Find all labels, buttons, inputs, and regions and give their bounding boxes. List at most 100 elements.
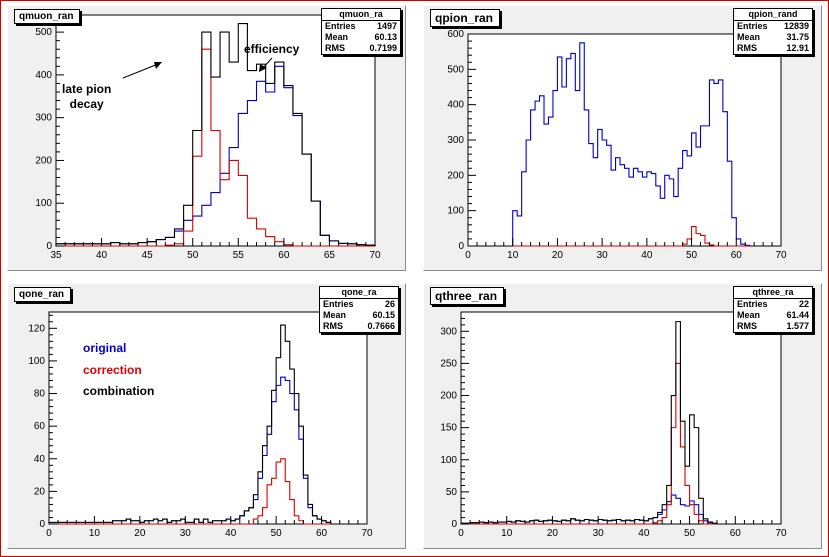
histogram-series-1 (56, 48, 375, 247)
stats-row: Entries 22 (734, 299, 812, 310)
pad-qpion: 0 10 20 30 40 50 60 70 0 100 200 300 400 500 600 qpion… (423, 5, 822, 271)
stats-row: Entries 1497 (322, 21, 400, 32)
x-tick-label: 60 (731, 250, 743, 261)
chart-qpion: 0 10 20 30 40 50 60 70 0 100 200 300 400 500 600 (447, 29, 787, 261)
stats-label: Mean (737, 310, 761, 320)
y-tick-label: 50 (446, 487, 458, 498)
stats-box[interactable]: qone_ra Entries 26 Mean 60.15 RMS 0.7666 (319, 286, 399, 333)
stats-title: qpion_rand (734, 9, 812, 21)
y-tick-label: 300 (447, 135, 464, 146)
legend-combination: combination (83, 384, 155, 398)
x-tick-label: 30 (180, 528, 192, 539)
stats-row: RMS 12.91 (734, 43, 812, 54)
stats-row: Mean 61.44 (734, 310, 812, 321)
y-tick-label: 200 (447, 170, 464, 181)
x-tick-label: 40 (638, 528, 650, 539)
stats-value: 61.44 (786, 310, 809, 320)
stats-value: 1.577 (786, 321, 809, 331)
stats-label: Mean (325, 32, 349, 42)
y-tick-label: 80 (34, 389, 46, 400)
stats-value: 22 (798, 299, 809, 309)
pad-title[interactable]: qthree_ran (430, 287, 505, 305)
x-tick-label: 40 (96, 250, 108, 261)
stats-value: 12839 (783, 21, 809, 31)
x-tick-label: 30 (597, 250, 609, 261)
stats-value: 31.75 (786, 32, 809, 42)
stats-row: Entries 26 (320, 299, 398, 310)
stats-value: 0.7666 (367, 321, 395, 331)
pad-qmuon: 35 40 45 50 55 60 65 70 0 100 200 300 400 500 qmuon_r… (7, 5, 406, 271)
y-tick-label: 0 (39, 519, 45, 530)
y-tick-label: 600 (447, 29, 464, 40)
x-tick-label: 10 (501, 528, 513, 539)
stats-title: qmuon_ra (322, 9, 400, 21)
y-tick-label: 300 (440, 326, 457, 337)
stats-row: RMS 0.7666 (320, 321, 398, 332)
stats-row: Mean 60.13 (322, 32, 400, 43)
stats-row: Mean 31.75 (734, 32, 812, 43)
y-tick-label: 300 (35, 113, 52, 124)
y-tick-label: 100 (447, 206, 464, 217)
stats-label: Mean (323, 310, 347, 320)
histogram-series-1 (49, 458, 367, 525)
stats-label: RMS (737, 43, 757, 53)
stats-title: qthree_ra (734, 287, 812, 299)
x-tick-label: 50 (686, 250, 698, 261)
stats-box[interactable]: qthree_ra Entries 22 Mean 61.44 RMS 1.577 (733, 286, 813, 333)
stats-box[interactable]: qpion_rand Entries 12839 Mean 31.75 RMS 12.91 (733, 8, 813, 55)
pad-title[interactable]: qone_ran (14, 287, 72, 302)
histogram-series-0 (512, 42, 751, 246)
y-tick-label: 100 (28, 356, 45, 367)
stats-label: Mean (737, 32, 761, 42)
x-tick-label: 60 (316, 528, 328, 539)
x-tick-label: 20 (547, 528, 559, 539)
y-tick-label: 150 (440, 423, 457, 434)
x-tick-label: 70 (369, 250, 381, 261)
annotation-efficiency: efficiency (244, 42, 300, 56)
legend-correction: correction (83, 363, 142, 377)
y-tick-label: 0 (458, 241, 464, 252)
stats-label: Entries (323, 299, 354, 309)
x-tick-label: 50 (187, 250, 199, 261)
x-tick-label: 70 (775, 250, 787, 261)
stats-label: Entries (325, 21, 356, 31)
pad-title[interactable]: qmuon_ran (14, 9, 81, 24)
pad-title[interactable]: qpion_ran (430, 9, 501, 27)
y-tick-label: 40 (34, 454, 46, 465)
stats-value: 26 (384, 299, 395, 309)
stats-label: RMS (325, 43, 345, 53)
x-tick-label: 0 (46, 528, 52, 539)
x-tick-label: 35 (50, 250, 62, 261)
y-tick-label: 0 (46, 241, 52, 252)
y-tick-label: 400 (447, 100, 464, 111)
y-tick-label: 60 (34, 421, 46, 432)
stats-value: 0.7199 (369, 43, 397, 53)
pad-qone: 0 10 20 30 40 50 60 70 0 20 40 60 80 100 120 qone_ran … (7, 283, 406, 549)
x-tick-label: 20 (134, 528, 146, 539)
stats-row: Entries 12839 (734, 21, 812, 32)
stats-row: Mean 60.15 (320, 310, 398, 321)
stats-title: qone_ra (320, 287, 398, 299)
x-tick-label: 0 (458, 528, 464, 539)
y-tick-label: 200 (440, 391, 457, 402)
x-tick-label: 20 (552, 250, 564, 261)
x-tick-label: 55 (233, 250, 245, 261)
x-tick-label: 0 (465, 250, 471, 261)
pad-qthree: 0 10 20 30 40 50 60 70 0 50 100 150 200 250 300 qthree… (423, 283, 822, 549)
stats-label: Entries (737, 299, 768, 309)
y-tick-label: 250 (440, 358, 457, 369)
plot-frame (467, 33, 782, 247)
legend-original: original (83, 341, 127, 355)
stats-row: RMS 1.577 (734, 321, 812, 332)
stats-label: RMS (323, 321, 343, 331)
x-tick-label: 40 (641, 250, 653, 261)
chart-qthree: 0 10 20 30 40 50 60 70 0 50 100 150 200 250 300 (440, 311, 787, 539)
y-tick-label: 500 (447, 64, 464, 75)
y-tick-label: 0 (451, 519, 457, 530)
y-tick-label: 20 (34, 486, 46, 497)
x-tick-label: 70 (775, 528, 787, 539)
stats-box[interactable]: qmuon_ra Entries 1497 Mean 60.13 RMS 0.7199 (321, 8, 401, 55)
x-tick-label: 50 (684, 528, 696, 539)
y-tick-label: 200 (35, 155, 52, 166)
